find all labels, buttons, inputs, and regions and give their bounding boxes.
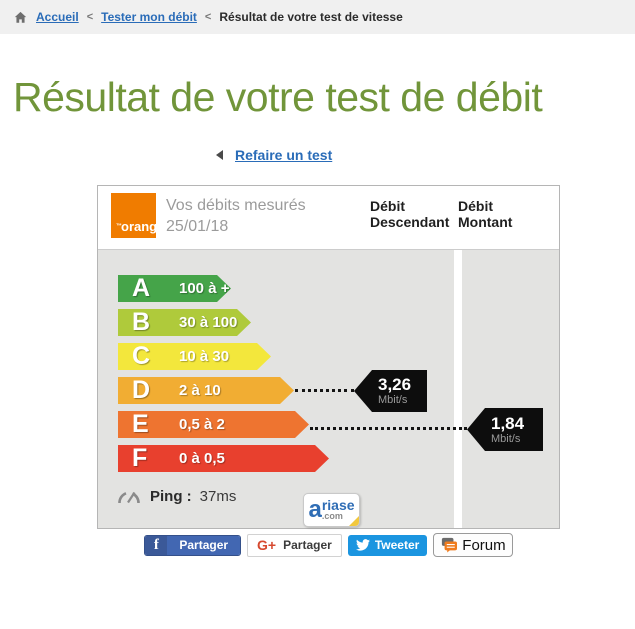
download-result-badge: 3,26 Mbit/s: [354, 370, 427, 412]
ping-value: 37ms: [199, 488, 237, 505]
grade-letter: D: [132, 376, 151, 404]
speed-scale-bar-a: A 100 à +: [118, 275, 231, 302]
col-upload-line1: Débit: [458, 198, 493, 214]
grade-range: 30 à 100: [179, 314, 238, 331]
googleplus-share-label: Partager: [283, 538, 332, 552]
forum-chat-icon: [442, 537, 458, 553]
facebook-share-label: Partager: [167, 535, 241, 555]
retry-test-row: Refaire un test: [216, 147, 332, 163]
col-download-line1: Débit: [370, 198, 405, 214]
ariase-logo-a: a: [308, 496, 322, 523]
column-header-download: Débit Descendant: [370, 198, 460, 230]
orange-provider-logo: orange ™: [111, 193, 164, 238]
gauge-icon: [118, 491, 140, 503]
download-value: 3,26: [378, 375, 412, 394]
facebook-share-button[interactable]: f Partager: [144, 534, 242, 556]
measured-title: Vos débits mesurés 25/01/18: [166, 195, 306, 237]
speed-scale-bar-c: C 10 à 30: [118, 343, 271, 370]
breadcrumb-current-page: Résultat de votre test de vitesse: [219, 10, 403, 24]
grade-letter: E: [132, 410, 149, 438]
measured-date: 25/01/18: [166, 218, 229, 235]
grade-range: 0 à 0,5: [179, 450, 225, 467]
grade-letter: F: [132, 444, 148, 472]
download-unit: Mbit/s: [378, 394, 408, 406]
breadcrumb-separator: <: [86, 11, 94, 23]
speed-scale-bar-e: E 0,5 à 2: [118, 411, 309, 438]
twitter-bird-icon: [355, 539, 370, 551]
googleplus-icon: G+: [257, 537, 277, 553]
column-divider: [454, 250, 462, 528]
card-header: orange ™ Vos débits mesurés 25/01/18 Débi…: [98, 186, 559, 250]
back-triangle-icon: [216, 150, 223, 160]
col-upload-line2: Montant: [458, 214, 513, 230]
upload-dotted-connector: [310, 427, 467, 430]
upload-unit: Mbit/s: [491, 432, 521, 445]
column-header-upload: Débit Montant: [458, 198, 548, 230]
card-body: A 100 à + B 30 à 100 C 10 à 30 D 2 à 10 …: [98, 250, 559, 528]
ping-label: Ping :: [150, 488, 192, 505]
speed-scale-bar-b: B 30 à 100: [118, 309, 251, 336]
breadcrumb-link-tester-mon-debit[interactable]: Tester mon débit: [101, 10, 197, 24]
upload-result-badge: 1,84 Mbit/s: [467, 408, 543, 451]
breadcrumb-separator: <: [204, 11, 212, 23]
orange-logo-label: orange: [121, 219, 165, 234]
twitter-tweet-button[interactable]: Tweeter: [347, 534, 428, 556]
forum-button[interactable]: Forum: [433, 533, 513, 557]
page-title: Résultat de votre test de débit: [13, 74, 543, 120]
facebook-icon: f: [145, 535, 168, 555]
grade-range: 2 à 10: [179, 382, 221, 399]
speed-scale-bar-f: F 0 à 0,5: [118, 445, 329, 472]
home-icon[interactable]: [14, 11, 27, 24]
breadcrumb: Accueil < Tester mon débit < Résultat de…: [0, 0, 635, 34]
download-dotted-connector: [295, 389, 354, 392]
retry-test-link[interactable]: Refaire un test: [235, 147, 333, 163]
upload-value: 1,84: [491, 413, 525, 433]
ariase-logo: a riase .com: [303, 493, 360, 527]
ariase-logo-fold: [349, 516, 359, 526]
grade-letter: A: [132, 274, 151, 302]
measured-title-line: Vos débits mesurés: [166, 197, 306, 214]
grade-range: 10 à 30: [179, 348, 230, 365]
twitter-tweet-label: Tweeter: [374, 538, 420, 552]
speed-scale-bar-d: D 2 à 10: [118, 377, 294, 404]
grade-range: 0,5 à 2: [179, 416, 225, 433]
grade-range: 100 à +: [179, 280, 230, 297]
speedtest-result-card: orange ™ Vos débits mesurés 25/01/18 Débi…: [97, 185, 560, 529]
ariase-logo-com: .com: [321, 511, 343, 521]
breadcrumb-link-accueil[interactable]: Accueil: [36, 10, 79, 24]
ping-row: Ping : 37ms: [116, 488, 236, 505]
col-download-line2: Descendant: [370, 214, 450, 230]
grade-letter: C: [132, 342, 151, 370]
grade-letter: B: [132, 308, 151, 336]
ariase-logo-riase: riase: [321, 497, 355, 513]
forum-label: Forum: [462, 536, 506, 554]
googleplus-share-button[interactable]: G+ Partager: [247, 533, 342, 557]
social-share-row: f Partager G+ Partager Tweeter Forum: [97, 533, 560, 557]
